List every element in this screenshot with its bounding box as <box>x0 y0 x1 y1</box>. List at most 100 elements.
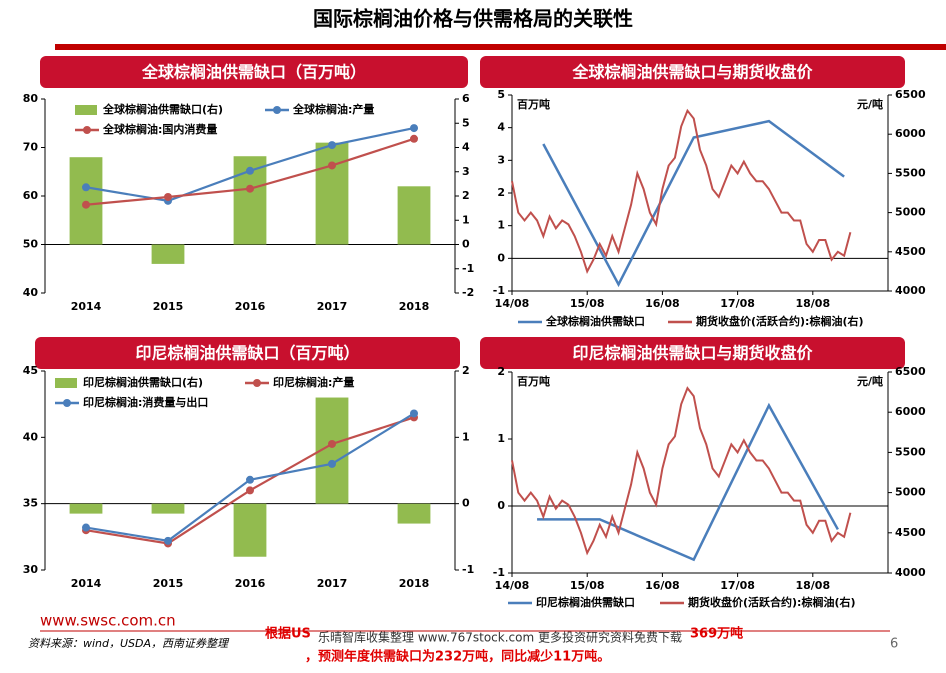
line <box>511 108 852 274</box>
legend-label: 全球棕榈油:国内消费量 <box>102 122 217 136</box>
x-tick-label: 2014 <box>71 577 102 590</box>
bar <box>233 503 267 557</box>
x-tick-label: 2017 <box>317 577 348 590</box>
legend-swatch <box>55 378 77 388</box>
y-unit: 百万吨 <box>517 374 550 388</box>
y2-tick-label: 2 <box>462 189 470 202</box>
panel-header <box>35 337 460 369</box>
x-tick-label: 18/08 <box>795 579 830 592</box>
y2-tick-label: 6500 <box>895 365 926 378</box>
x-tick-label: 17/08 <box>720 579 755 592</box>
y-tick-label: 50 <box>23 238 39 251</box>
page-title: 国际棕榈油价格与供需格局的关联性 <box>313 7 633 31</box>
x-tick-label: 16/08 <box>645 297 680 310</box>
y2-tick-label: 6000 <box>895 405 926 418</box>
y-tick-label: 80 <box>23 92 39 105</box>
point <box>246 486 254 495</box>
x-tick-label: 2015 <box>153 300 184 313</box>
legend-label: 印尼棕榈油:产量 <box>273 375 354 389</box>
y2-tick-label: 4000 <box>895 566 926 579</box>
y-tick-label: 30 <box>23 563 39 576</box>
line <box>511 386 852 556</box>
y-tick-label: 0 <box>497 499 505 512</box>
legend-swatch <box>83 126 91 134</box>
point <box>246 475 254 484</box>
point <box>82 183 90 192</box>
y2-tick-label: 5500 <box>895 166 926 179</box>
point <box>328 141 336 150</box>
y2-tick-label: 4500 <box>895 526 926 539</box>
y2-tick-label: -1 <box>462 563 474 576</box>
y-tick-label: 60 <box>23 189 39 202</box>
panel-title: 印尼棕榈油供需缺口（百万吨） <box>135 344 359 363</box>
panel-title: 印尼棕榈油供需缺口与期货收盘价 <box>572 344 813 363</box>
y-tick-label: 40 <box>23 286 39 299</box>
note: ，预测年度供需缺口为232万吨，同比减少11万吨。 <box>305 649 610 665</box>
y-tick-label: 5 <box>497 88 505 101</box>
note: 369万吨 <box>690 626 743 642</box>
y-tick-label: -1 <box>493 284 505 297</box>
x-tick-label: 2016 <box>235 300 266 313</box>
line <box>542 119 845 288</box>
x-tick-label: 2017 <box>317 300 348 313</box>
legend-swatch <box>273 106 281 114</box>
x-tick-label: 14/08 <box>495 297 530 310</box>
panel-header <box>480 337 905 369</box>
panel-header <box>480 56 905 88</box>
x-tick-label: 2015 <box>153 577 184 590</box>
x-tick-label: 2018 <box>399 300 430 313</box>
legend-swatch <box>75 105 97 115</box>
y2-tick-label: 6500 <box>895 88 926 101</box>
y2-tick-label: 5 <box>462 116 470 129</box>
x-tick-label: 2014 <box>71 300 102 313</box>
point <box>410 134 418 143</box>
line <box>537 402 839 562</box>
bar <box>151 503 185 514</box>
bar <box>69 503 103 514</box>
x-tick-label: 16/08 <box>645 579 680 592</box>
point <box>410 124 418 133</box>
x-tick-label: 18/08 <box>795 297 830 310</box>
panel-title: 全球棕榈油供需缺口与期货收盘价 <box>571 63 813 82</box>
y2-tick-label: 5000 <box>895 486 926 499</box>
legend-swatch <box>253 379 261 387</box>
y2-tick-label: 5000 <box>895 206 926 219</box>
y2-tick-label: 6000 <box>895 127 926 140</box>
y2-tick-label: 4 <box>462 141 470 154</box>
y2-tick-label: -2 <box>462 286 474 299</box>
legend-label: 印尼棕榈油供需缺口(右) <box>83 375 203 389</box>
legend-label: 全球棕榈油:产量 <box>292 102 374 116</box>
point <box>82 523 90 532</box>
page-number: 6 <box>890 637 898 652</box>
legend-label: 印尼棕榈油:消费量与出口 <box>83 395 208 409</box>
watermark: 乐晴智库收集整理 www.767stock.com 更多投资研究资料免费下载 <box>318 630 682 645</box>
point <box>328 459 336 468</box>
y-tick-label: 4 <box>497 121 505 134</box>
y2-tick-label: 6 <box>462 92 470 105</box>
bar <box>397 186 431 245</box>
y-tick-label: 1 <box>497 219 505 232</box>
website: www.swsc.com.cn <box>40 612 176 630</box>
point <box>246 184 254 193</box>
y-tick-label: 2 <box>497 186 505 199</box>
point <box>164 536 172 545</box>
y-tick-label: -1 <box>493 566 505 579</box>
y-tick-label: 70 <box>23 141 39 154</box>
legend-swatch <box>63 399 71 407</box>
x-tick-label: 17/08 <box>720 297 755 310</box>
y2-tick-label: 1 <box>462 430 470 443</box>
x-tick-label: 2018 <box>399 577 430 590</box>
bar <box>315 142 349 245</box>
x-tick-label: 14/08 <box>495 579 530 592</box>
y2-tick-label: 4500 <box>895 245 926 258</box>
legend-label: 全球棕榈油供需缺口 <box>545 314 645 328</box>
point <box>246 166 254 175</box>
legend-label: 全球棕榈油供需缺口(右) <box>102 102 223 116</box>
bar <box>151 244 185 264</box>
y2-tick-label: 0 <box>462 238 470 251</box>
point <box>82 200 90 209</box>
y-tick-label: 3 <box>497 153 505 166</box>
x-tick-label: 2016 <box>235 577 266 590</box>
legend-label: 印尼棕榈油供需缺口 <box>536 595 635 609</box>
